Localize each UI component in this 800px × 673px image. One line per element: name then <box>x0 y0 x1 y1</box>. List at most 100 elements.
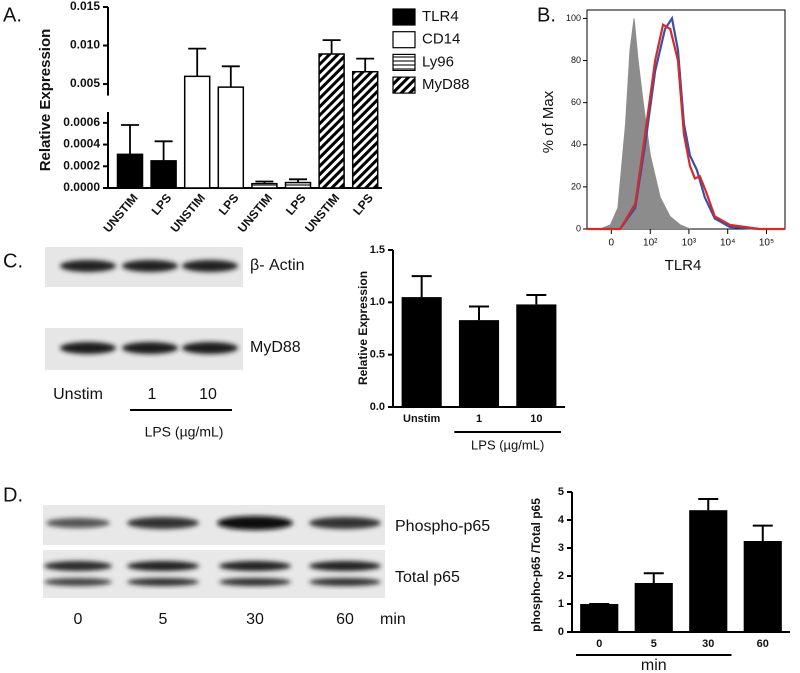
y-tick-label: 4 <box>558 514 565 526</box>
error-bar <box>289 178 307 183</box>
error-bar <box>411 275 432 298</box>
y-tick-label: 60 <box>571 97 581 107</box>
y-axis-label: phospho-p65 /Total p65 <box>529 498 543 632</box>
x-tick-label: 60 <box>757 638 769 650</box>
error-bar <box>188 47 207 77</box>
legend-swatch <box>392 53 416 72</box>
x-tick-label: UNSTIM <box>100 191 140 235</box>
x-tick-label: LPS <box>149 191 175 218</box>
lane-label: 0 <box>74 611 83 628</box>
panel-label: C. <box>3 250 23 272</box>
y-tick-label: 0.0 <box>370 401 385 413</box>
legend-label: CD14 <box>422 31 460 48</box>
panel-label: A. <box>3 4 22 26</box>
blot-row-label: Phospho-p65 <box>395 518 490 535</box>
bar <box>689 510 728 632</box>
y-axis-label: % of Max <box>540 90 557 153</box>
y-tick-label: 0.0004 <box>63 137 100 151</box>
y-tick-label: 0.0000 <box>63 180 100 194</box>
x-axis-label: min <box>641 657 667 673</box>
error-bar <box>698 498 719 511</box>
legend-swatch <box>392 31 416 49</box>
panel-label: B. <box>537 4 556 26</box>
histogram-area <box>600 18 691 230</box>
x-tick-label: 0 <box>609 238 615 249</box>
bar <box>401 297 442 407</box>
x-tick-label: UNSTIM <box>302 191 342 235</box>
x-tick-label: LPS <box>283 191 309 218</box>
lane-label: 60 <box>336 611 354 628</box>
blot-row-label: Total p65 <box>395 569 460 586</box>
bar <box>634 583 673 632</box>
error-bar <box>526 294 547 305</box>
legend-swatch <box>392 8 416 26</box>
error-bar <box>121 124 139 155</box>
legend-label: TLR4 <box>422 8 459 25</box>
bar <box>516 304 557 407</box>
x-tick-label: 10³ <box>682 238 697 249</box>
error-bar <box>469 305 489 321</box>
blot-image <box>43 505 385 598</box>
lane-label: 5 <box>159 611 168 628</box>
y-axis-label: Relative Expression <box>356 271 370 385</box>
y-axis-label: Relative Expression <box>37 29 54 172</box>
x-axis-label: LPS (µg/mL) <box>471 437 544 452</box>
bar <box>116 153 144 189</box>
y-tick-label: 20 <box>571 181 581 191</box>
x-tick-label: 10⁵ <box>759 238 774 249</box>
x-tick-label: 5 <box>651 638 657 650</box>
group-label: LPS (µg/mL) <box>145 424 224 440</box>
x-tick-label: 30 <box>702 638 714 650</box>
x-tick-label: 10² <box>643 238 658 249</box>
legend-label: Ly96 <box>422 53 454 70</box>
lane-label: 30 <box>246 611 264 628</box>
legend-swatch <box>392 76 416 94</box>
x-tick-label: 10 <box>530 413 542 425</box>
x-tick-label: LPS <box>350 191 376 218</box>
x-axis-label: TLR4 <box>665 257 702 274</box>
y-tick-label: 80 <box>571 55 581 65</box>
y-tick-label: 0.0002 <box>63 158 100 172</box>
lane-label: 1 <box>148 386 157 403</box>
y-tick-label: 0 <box>576 223 581 233</box>
error-bar <box>322 39 341 54</box>
bar <box>217 86 245 189</box>
bar <box>743 541 782 632</box>
y-tick-label: 0.5 <box>370 349 385 361</box>
blot-row-label: β- Actin <box>250 257 305 274</box>
legend-label: MyD88 <box>422 76 470 93</box>
x-tick-label: UNSTIM <box>235 191 275 235</box>
y-tick-label: 40 <box>571 139 581 149</box>
unit-label: min <box>380 611 406 628</box>
y-tick-label: 0.0006 <box>63 115 100 129</box>
error-bar <box>221 65 240 88</box>
bar <box>318 53 345 189</box>
x-tick-label: UNSTIM <box>168 191 208 235</box>
error-bar <box>643 572 664 583</box>
x-tick-label: Unstim <box>403 413 441 425</box>
y-tick-label: 0 <box>558 626 564 638</box>
histogram-line <box>587 23 785 231</box>
lane-label: 10 <box>199 386 217 403</box>
bar <box>580 604 619 632</box>
x-tick-label: 1 <box>476 413 482 425</box>
error-bar <box>356 57 375 72</box>
y-tick-label: 1.0 <box>370 296 385 308</box>
y-tick-label: 1 <box>558 598 564 610</box>
y-tick-label: 5 <box>558 486 564 498</box>
error-bar <box>154 140 173 161</box>
bar <box>183 75 211 189</box>
y-tick-label: 0.005 <box>70 76 100 90</box>
bar <box>284 181 312 189</box>
blot-row-label: MyD88 <box>250 339 301 356</box>
plot-frame <box>586 9 786 230</box>
y-tick-label: 100 <box>566 13 581 23</box>
blot-image <box>45 247 243 370</box>
x-tick-label: 0 <box>596 638 602 650</box>
bar <box>458 320 500 407</box>
error-bar <box>255 180 274 184</box>
bar <box>150 160 177 189</box>
x-tick-label: LPS <box>216 191 242 218</box>
